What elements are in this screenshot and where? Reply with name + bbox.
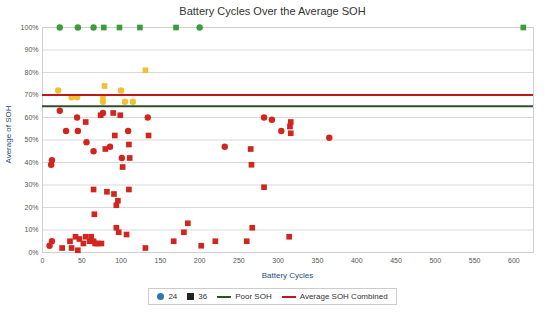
html-text:Poor SOH: Poor SOH <box>235 292 272 301</box>
svg-text:550: 550 <box>469 257 481 264</box>
svg-text:100: 100 <box>115 257 127 264</box>
svg-text:50: 50 <box>78 257 86 264</box>
svg-text:50%: 50% <box>24 136 38 143</box>
svg-text:100%: 100% <box>21 24 39 31</box>
html-text:Battery Cycles Over the Averag: Battery Cycles Over the Average SOH <box>179 5 366 17</box>
svg-text:350: 350 <box>312 257 324 264</box>
svg-text:150: 150 <box>154 257 166 264</box>
svg-text:0: 0 <box>41 257 45 264</box>
svg-text:70%: 70% <box>24 91 38 98</box>
svg-text:90%: 90% <box>24 46 38 53</box>
svg-text:400: 400 <box>351 257 363 264</box>
svg-text:600: 600 <box>508 257 520 264</box>
svg-text:300: 300 <box>272 257 284 264</box>
svg-text:10%: 10% <box>24 226 38 233</box>
svg-text:0%: 0% <box>28 249 38 256</box>
svg-text:40%: 40% <box>24 159 38 166</box>
svg-text:250: 250 <box>233 257 245 264</box>
html-text:24: 24 <box>168 292 178 301</box>
svg-text:20%: 20% <box>24 204 38 211</box>
html-text:Average of SOH: Average of SOH <box>3 105 13 164</box>
html-text:36: 36 <box>198 292 208 301</box>
svg-text:80%: 80% <box>24 69 38 76</box>
svg-text:450: 450 <box>390 257 402 264</box>
svg-text:200: 200 <box>194 257 206 264</box>
html-text:Average SOH Combined: Average SOH Combined <box>299 292 388 301</box>
html-text:Battery Cycles: Battery Cycles <box>261 271 314 280</box>
svg-text:60%: 60% <box>24 114 38 121</box>
svg-text:30%: 30% <box>24 181 38 188</box>
svg-text:500: 500 <box>429 257 441 264</box>
